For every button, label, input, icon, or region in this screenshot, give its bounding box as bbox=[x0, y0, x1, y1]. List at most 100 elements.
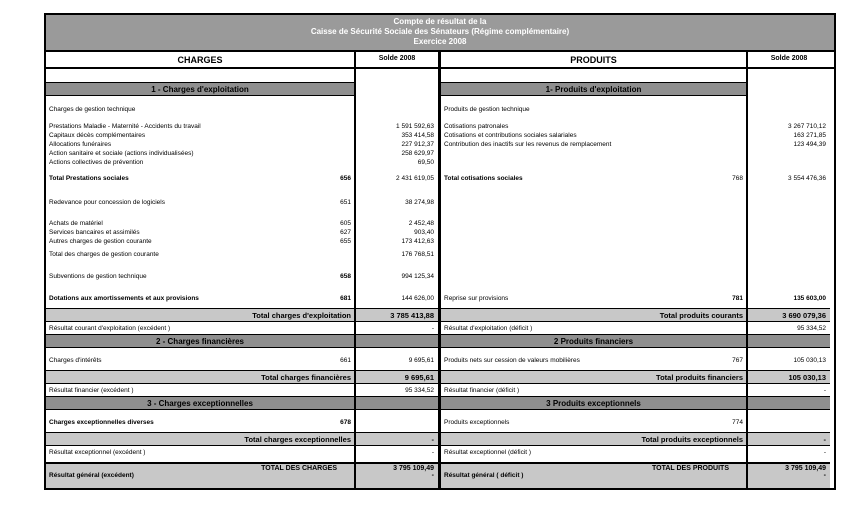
charges-account-code: 627 bbox=[340, 229, 351, 236]
table-row: TOTAL DES CHARGES Résultat général (excéd… bbox=[46, 462, 834, 488]
charges-account-code: 661 bbox=[340, 357, 351, 364]
charges-label: Allocations funéraires bbox=[49, 141, 112, 148]
produits-label-cell: Total produits financiers bbox=[438, 370, 746, 384]
produits-value-cell bbox=[746, 246, 830, 249]
produits-value-cell bbox=[746, 348, 830, 355]
charges-value-cell: 38 274,98 bbox=[354, 197, 438, 208]
charges-label-cell bbox=[46, 69, 354, 82]
charges-label-cell: Services bancaires et assimilés 627 bbox=[46, 228, 354, 237]
produits-label: Reprise sur provisions bbox=[444, 295, 509, 302]
table-row: Total charges d'exploitation 3 785 413,88… bbox=[46, 308, 834, 322]
charges-value-cell: - bbox=[354, 432, 438, 446]
produits-value-cell bbox=[746, 208, 830, 219]
charges-value: 144 626,00 bbox=[401, 295, 434, 302]
produits-label: Total cotisations sociales bbox=[444, 175, 523, 182]
charges-value-cell: 69,50 bbox=[354, 158, 438, 167]
charges-value: 3 785 413,88 bbox=[390, 310, 434, 320]
produits-value: 3 690 079,36 bbox=[782, 310, 826, 320]
charges-value-cell bbox=[354, 208, 438, 219]
produits-value-cell bbox=[746, 167, 830, 173]
produits-label-cell bbox=[438, 219, 746, 228]
produits-value-cell bbox=[746, 260, 830, 271]
table-row: Charges exceptionnelles diverses 678 Produ… bbox=[46, 417, 834, 428]
produits-value-cell bbox=[746, 249, 830, 260]
produits-value: - bbox=[823, 386, 826, 394]
column-header-solde-left: Solde 2008 bbox=[354, 52, 438, 67]
charges-label-cell: Total charges exceptionnelles bbox=[46, 432, 354, 446]
resultat-general-produits-label: Résultat général ( déficit ) bbox=[444, 472, 524, 479]
produits-value-cell bbox=[746, 228, 830, 237]
charges-label-cell: Autres charges de gestion courante 655 bbox=[46, 237, 354, 246]
charges-value-cell: 1 591 592,63 bbox=[354, 122, 438, 131]
charges-value-cell bbox=[354, 167, 438, 173]
charges-value-cell: - bbox=[354, 446, 438, 458]
table-row: Total charges exceptionnelles - Total prod… bbox=[46, 432, 834, 446]
charges-label: Action sanitaire et sociale (actions ind… bbox=[49, 150, 194, 157]
charges-label-cell bbox=[46, 260, 354, 271]
charges-value-cell bbox=[354, 69, 438, 82]
table-row: Total Prestations sociales 656 2 431 619,0… bbox=[46, 173, 834, 184]
produits-label-cell: Résultat d'exploitation (déficit ) bbox=[438, 322, 746, 334]
charges-label: Résultat courant d'exploitation (excéden… bbox=[49, 324, 171, 332]
table-row bbox=[46, 246, 834, 249]
charges-label: Autres charges de gestion courante bbox=[49, 238, 152, 245]
produits-value-cell bbox=[746, 237, 830, 246]
charges-label-cell: Total Prestations sociales 656 bbox=[46, 173, 354, 184]
charges-label-cell bbox=[46, 96, 354, 104]
charges-value-cell bbox=[354, 417, 438, 428]
table-row: Services bancaires et assimilés 627 903,40 bbox=[46, 228, 834, 237]
charges-grand-label-cell: TOTAL DES CHARGES Résultat général (excéd… bbox=[46, 462, 354, 488]
table-row: Résultat financier (excédent ) 95 334,52 R… bbox=[46, 384, 834, 396]
charges-value-cell: 353 414,58 bbox=[354, 131, 438, 140]
produits-label-cell: Cotisations patronales bbox=[438, 122, 746, 131]
produits-label: Résultat d'exploitation (déficit ) bbox=[444, 324, 533, 332]
total-charges-label: TOTAL DES CHARGES bbox=[261, 465, 337, 472]
charges-value: 2 431 619,05 bbox=[396, 175, 434, 182]
charges-label-cell: Total charges d'exploitation bbox=[46, 308, 354, 322]
charges-label: Total charges exceptionnelles bbox=[244, 434, 351, 444]
charges-value-cell bbox=[354, 428, 438, 432]
produits-account-code: 768 bbox=[732, 175, 743, 182]
produits-value: - bbox=[823, 448, 826, 456]
produits-value-cell bbox=[746, 149, 830, 158]
produits-label-cell bbox=[438, 197, 746, 208]
resultat-general-charges-label: Résultat général (excédent) bbox=[49, 472, 134, 479]
produits-value-cell: 105 030,13 bbox=[746, 355, 830, 366]
charges-account-code: 651 bbox=[340, 199, 351, 206]
charges-value-cell bbox=[354, 104, 438, 114]
produits-label-cell: Produits nets sur cession de valeurs mob… bbox=[438, 355, 746, 366]
charges-label: Charges d'intérêts bbox=[49, 357, 102, 364]
charges-label: Résultat financier (excédent ) bbox=[49, 386, 134, 394]
produits-label-cell bbox=[438, 271, 746, 282]
produits-value: 95 334,52 bbox=[797, 324, 826, 332]
charges-label: Subventions de gestion technique bbox=[49, 273, 147, 280]
charges-label-cell bbox=[46, 282, 354, 293]
produits-label: Résultat exceptionnel (déficit ) bbox=[444, 448, 532, 456]
table-row: Résultat exceptionnel (excédent ) - Résult… bbox=[46, 446, 834, 458]
charges-label-cell bbox=[46, 348, 354, 355]
charges-label-cell: Dotations aux amortissements et aux prov… bbox=[46, 293, 354, 304]
charges-label-cell: 1 - Charges d'exploitation bbox=[46, 82, 354, 96]
produits-label: Total produits exceptionnels bbox=[641, 434, 743, 444]
charges-value: 903,40 bbox=[414, 229, 434, 236]
table-row: Total charges financières 9 695,61 Total p… bbox=[46, 370, 834, 384]
table-row bbox=[46, 208, 834, 219]
table-row bbox=[46, 96, 834, 104]
produits-value-cell: 135 603,00 bbox=[746, 293, 830, 304]
charges-value: 9 695,61 bbox=[404, 372, 434, 382]
charges-value-cell bbox=[354, 260, 438, 271]
table-row: 2 - Charges financières 2 Produits financ… bbox=[46, 334, 834, 348]
charges-value-cell bbox=[354, 184, 438, 197]
charges-account-code: 658 bbox=[340, 273, 351, 280]
produits-value-cell bbox=[746, 417, 830, 428]
produits-label-cell bbox=[438, 149, 746, 158]
charges-label-cell: Achats de matériel 605 bbox=[46, 219, 354, 228]
produits-value-cell: 123 494,39 bbox=[746, 140, 830, 149]
charges-label: Prestations Maladie - Maternité - Accide… bbox=[49, 123, 201, 130]
charges-label: Charges exceptionnelles diverses bbox=[49, 419, 154, 426]
produits-label-cell: Résultat exceptionnel (déficit ) bbox=[438, 446, 746, 458]
charges-value-cell: - bbox=[354, 322, 438, 334]
total-charges-value: 3 795 109,49 bbox=[393, 465, 434, 472]
produits-label: Produits nets sur cession de valeurs mob… bbox=[444, 357, 580, 364]
table-row: 1 - Charges d'exploitation 1- Produits d'… bbox=[46, 82, 834, 96]
